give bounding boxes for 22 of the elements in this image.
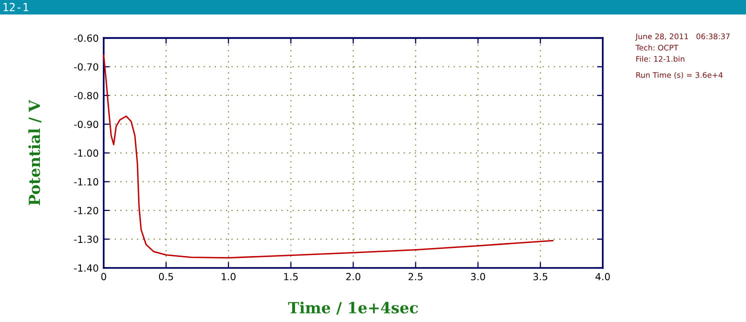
y-tick-label: -0.80 <box>74 92 98 100</box>
y-tick-label: -0.60 <box>74 34 98 42</box>
x-tick-label: 0 <box>101 272 106 280</box>
chart-title: 12-1 <box>4 2 28 12</box>
y-tick-label: -1.40 <box>74 264 98 272</box>
y-tick-label: -1.30 <box>74 236 98 243</box>
y-tick-label: -0.70 <box>74 63 98 71</box>
x-tick-label: 4.0 <box>596 272 610 280</box>
y-tick-label: -1.00 <box>74 149 98 157</box>
y-tick-label: -1.10 <box>74 178 98 186</box>
x-tick-label: 2.0 <box>346 272 360 280</box>
y-axis-title: Potential / V <box>28 100 42 206</box>
line-series <box>103 54 554 259</box>
x-tick-label: 1.5 <box>284 273 298 280</box>
y-tick-label: -0.90 <box>74 120 98 128</box>
x-tick-label: 3.5 <box>533 272 548 280</box>
x-axis-title: Time / 1e+4sec <box>288 302 418 315</box>
x-tick-label: 1.0 <box>222 272 236 280</box>
x-tick-label: 2.5 <box>408 272 422 280</box>
x-tick-label: 0.5 <box>158 272 173 280</box>
y-tick-label: -1.20 <box>74 206 98 214</box>
x-tick-label: 3.0 <box>471 272 486 280</box>
